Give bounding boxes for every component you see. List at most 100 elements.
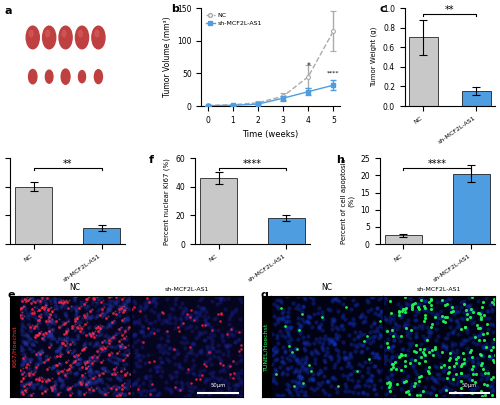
Point	[401, 320, 409, 326]
Point	[59, 318, 67, 325]
Point	[439, 318, 447, 324]
Point	[26, 356, 34, 362]
Point	[268, 360, 276, 367]
Point	[100, 301, 108, 307]
Point	[36, 320, 44, 326]
Point	[301, 365, 309, 371]
Point	[68, 304, 76, 311]
Point	[115, 338, 123, 345]
Point	[115, 348, 123, 354]
Point	[301, 360, 309, 366]
Point	[224, 347, 232, 354]
Point	[72, 352, 80, 359]
Point	[50, 385, 58, 391]
Point	[100, 311, 108, 317]
Point	[448, 329, 456, 335]
Point	[386, 298, 394, 305]
Point	[216, 355, 224, 362]
Point	[276, 364, 283, 370]
Point	[82, 359, 90, 366]
Point	[228, 327, 235, 333]
Point	[80, 345, 88, 351]
Point	[48, 316, 56, 322]
Point	[76, 379, 84, 386]
Point	[395, 308, 403, 315]
Point	[358, 373, 366, 379]
Point	[100, 344, 108, 350]
Point	[132, 360, 140, 367]
Point	[130, 300, 138, 307]
Point	[30, 348, 38, 354]
Point	[349, 297, 357, 304]
Point	[326, 338, 334, 345]
Point	[286, 335, 294, 342]
Point	[300, 319, 308, 326]
Point	[298, 382, 306, 388]
Point	[118, 386, 126, 392]
Point	[374, 355, 382, 361]
Point	[47, 331, 55, 338]
Point	[120, 344, 128, 351]
Point	[93, 300, 101, 307]
Point	[380, 313, 388, 320]
Point	[298, 308, 306, 315]
Point	[134, 376, 142, 383]
Point	[212, 347, 220, 354]
Point	[102, 314, 110, 321]
Point	[18, 361, 26, 367]
Point	[44, 312, 52, 318]
Point	[136, 363, 144, 369]
Point	[142, 388, 150, 394]
Point	[116, 308, 124, 315]
Point	[124, 381, 132, 387]
Point	[476, 314, 484, 320]
Point	[428, 375, 436, 381]
Point	[54, 352, 62, 359]
Point	[422, 298, 430, 304]
Point	[46, 316, 54, 322]
Point	[414, 308, 422, 315]
Point	[112, 386, 120, 392]
Point	[216, 358, 224, 364]
Point	[86, 375, 94, 382]
Point	[198, 304, 206, 311]
Point	[26, 373, 34, 379]
Point	[66, 347, 74, 353]
Point	[400, 378, 407, 385]
Point	[378, 384, 386, 390]
Point	[408, 304, 416, 310]
Point	[190, 384, 198, 390]
Point	[101, 339, 109, 345]
Point	[50, 362, 58, 369]
Point	[92, 313, 100, 320]
Point	[308, 351, 316, 357]
Point	[208, 337, 216, 343]
Point	[124, 325, 132, 332]
Point	[80, 340, 88, 346]
Point	[99, 324, 107, 330]
Point	[93, 348, 101, 355]
Point	[98, 309, 106, 315]
Point	[420, 384, 428, 390]
Point	[342, 354, 349, 361]
Point	[314, 305, 322, 311]
Point	[106, 334, 114, 340]
Point	[324, 335, 332, 342]
Point	[218, 332, 226, 338]
Point	[18, 305, 25, 311]
Point	[120, 314, 128, 321]
Point	[112, 311, 120, 317]
Point	[86, 330, 94, 337]
Point	[35, 356, 43, 362]
Point	[114, 326, 122, 333]
Circle shape	[46, 70, 53, 83]
Point	[476, 361, 484, 368]
Point	[76, 379, 84, 386]
Point	[375, 369, 383, 375]
Point	[46, 319, 54, 326]
Point	[172, 294, 179, 301]
Point	[478, 364, 486, 370]
Point	[472, 371, 480, 377]
Point	[95, 296, 103, 303]
Point	[462, 303, 469, 309]
